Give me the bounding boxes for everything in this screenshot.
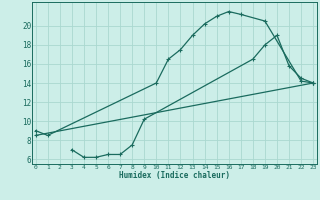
X-axis label: Humidex (Indice chaleur): Humidex (Indice chaleur) [119, 171, 230, 180]
